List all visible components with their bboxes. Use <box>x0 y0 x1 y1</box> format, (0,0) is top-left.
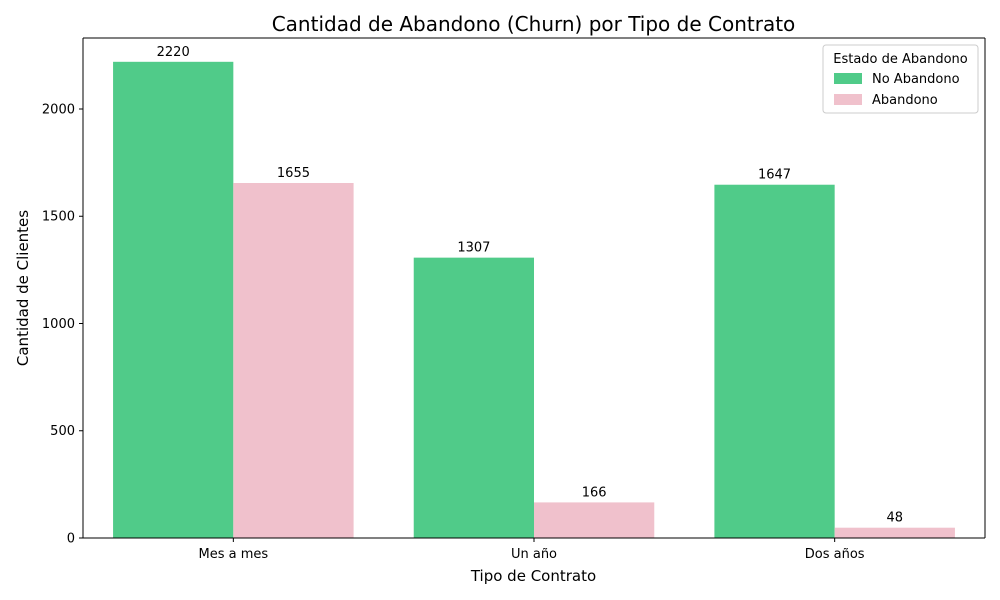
x-tick-label: Dos años <box>805 547 865 562</box>
legend-title: Estado de Abandono <box>833 52 968 67</box>
y-tick-label: 0 <box>67 532 75 547</box>
y-axis-label: Cantidad de Clientes <box>14 210 32 366</box>
data-label: 1647 <box>758 168 791 183</box>
legend-label: No Abandono <box>872 72 960 87</box>
data-label: 1655 <box>277 166 310 181</box>
plot-area: 2220 1307 1647 1655 166 48 0 500 1000 1500 2000 Mes… <box>42 37 986 562</box>
x-tick-label: Mes a mes <box>199 547 269 562</box>
data-label: 2220 <box>157 45 190 60</box>
bar <box>834 527 955 538</box>
data-label: 48 <box>887 511 904 526</box>
bar <box>113 61 234 539</box>
x-axis-label: Tipo de Contrato <box>470 567 596 585</box>
data-label: 166 <box>582 485 607 500</box>
legend: Estado de Abandono No Abandono Abandono <box>822 44 979 114</box>
bar <box>534 502 655 538</box>
bar <box>233 183 354 539</box>
bar <box>714 184 835 538</box>
chart-title: Cantidad de Abandono (Churn) por Tipo de… <box>272 12 796 36</box>
x-tick-label: Un año <box>511 547 557 562</box>
y-tick-label: 1000 <box>42 317 75 332</box>
legend-swatch <box>834 94 862 105</box>
data-label: 1307 <box>457 241 490 256</box>
y-tick-label: 500 <box>50 424 75 439</box>
legend-swatch <box>834 73 862 84</box>
y-tick-label: 1500 <box>42 210 75 225</box>
y-tick-label: 2000 <box>42 102 75 117</box>
legend-label: Abandono <box>872 93 938 108</box>
bar <box>413 257 534 538</box>
